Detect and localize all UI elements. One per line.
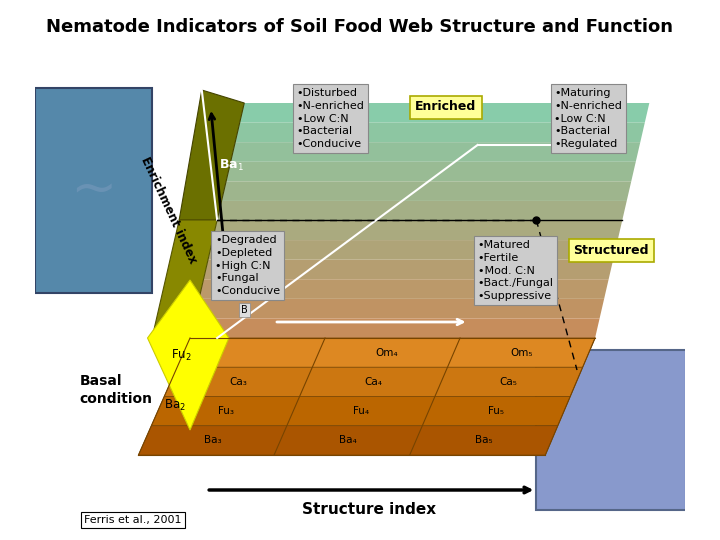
Polygon shape	[148, 280, 229, 430]
Polygon shape	[240, 103, 649, 123]
Polygon shape	[199, 279, 608, 299]
Bar	[536, 350, 685, 510]
Text: Structure index: Structure index	[302, 503, 436, 517]
Text: Ca₄: Ca₄	[364, 377, 382, 387]
Polygon shape	[177, 338, 595, 367]
Polygon shape	[164, 367, 582, 396]
Text: ~: ~	[70, 163, 117, 217]
Text: •Matured
•Fertile
•Mod. C:N
•Bact./Fungal
•Suppressive: •Matured •Fertile •Mod. C:N •Bact./Funga…	[477, 240, 554, 301]
Text: Fu$_2$: Fu$_2$	[171, 347, 192, 362]
Text: Ba$_2$: Ba$_2$	[163, 397, 186, 413]
Text: •Disturbed
•N-enriched
•Low C:N
•Bacterial
•Conducive: •Disturbed •N-enriched •Low C:N •Bacteri…	[297, 88, 364, 149]
Text: Ba₃: Ba₃	[204, 435, 222, 445]
Text: Basal
condition: Basal condition	[80, 374, 153, 406]
Polygon shape	[208, 240, 618, 260]
Text: Ferris et al., 2001: Ferris et al., 2001	[84, 515, 181, 525]
Polygon shape	[204, 260, 613, 279]
Polygon shape	[226, 162, 636, 181]
Polygon shape	[230, 142, 640, 162]
Bar	[35, 88, 152, 293]
Polygon shape	[151, 396, 570, 426]
Text: Fu₃: Fu₃	[217, 406, 233, 416]
Polygon shape	[212, 220, 622, 240]
Text: •Degraded
•Depleted
•High C:N
•Fungal
•Conducive: •Degraded •Depleted •High C:N •Fungal •C…	[215, 235, 281, 296]
Text: Nematode Indicators of Soil Food Web Structure and Function: Nematode Indicators of Soil Food Web Str…	[47, 18, 673, 36]
Polygon shape	[235, 123, 645, 142]
Polygon shape	[217, 201, 626, 220]
Text: Enrichment index: Enrichment index	[138, 154, 199, 266]
Text: Om₄: Om₄	[375, 348, 397, 357]
Text: Ca₃: Ca₃	[230, 377, 247, 387]
Text: Fu₄: Fu₄	[353, 406, 369, 416]
Text: Fu$_2$: Fu$_2$	[209, 273, 231, 287]
Text: B: B	[241, 305, 248, 315]
Polygon shape	[194, 299, 604, 319]
Polygon shape	[190, 319, 600, 338]
Polygon shape	[222, 181, 631, 201]
Text: Ca₅: Ca₅	[500, 377, 518, 387]
Text: Structured: Structured	[574, 244, 649, 256]
Text: Ba$_1$: Ba$_1$	[219, 158, 244, 173]
Text: Ba₅: Ba₅	[475, 435, 492, 445]
Polygon shape	[179, 90, 244, 220]
Text: Om₅: Om₅	[510, 348, 533, 357]
Text: Fu₅: Fu₅	[488, 406, 504, 416]
Polygon shape	[152, 220, 217, 338]
Text: •Maturing
•N-enriched
•Low C:N
•Bacterial
•Regulated: •Maturing •N-enriched •Low C:N •Bacteria…	[554, 88, 622, 149]
Text: Ba₄: Ba₄	[339, 435, 357, 445]
Text: Enriched: Enriched	[415, 100, 477, 113]
Polygon shape	[138, 426, 558, 455]
